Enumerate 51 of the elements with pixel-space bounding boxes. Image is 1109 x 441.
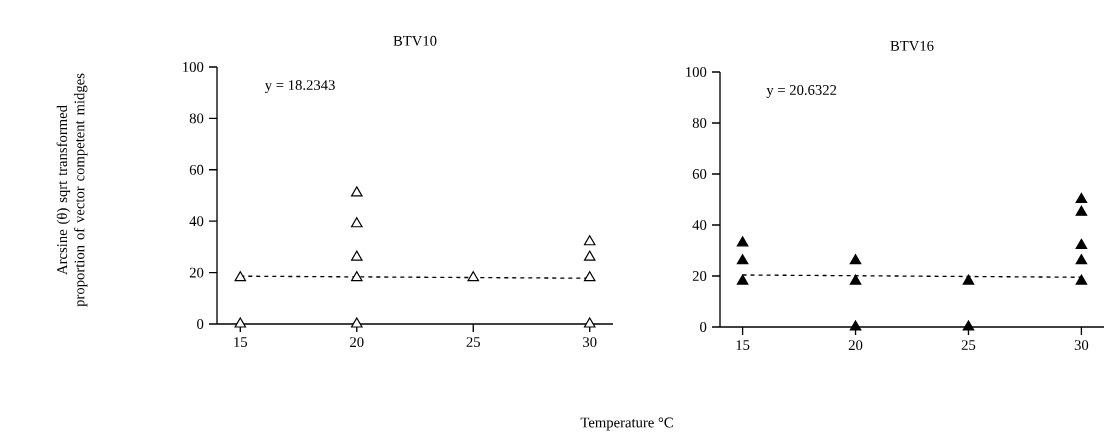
chart-title: BTV10 <box>393 35 437 46</box>
x-tick-label: 30 <box>1074 340 1089 351</box>
y-tick-label: 0 <box>197 319 204 329</box>
y-tick-label: 20 <box>189 267 204 278</box>
y-axis-title: Arcsine (θ) sqrt transformed proportion of vector competent midges <box>56 73 88 307</box>
y-tick-label: 100 <box>183 62 204 72</box>
point <box>849 254 862 265</box>
point <box>583 271 596 282</box>
point <box>849 320 862 331</box>
annotation: y = 18.2343 <box>264 80 335 94</box>
point <box>1075 205 1088 216</box>
y-tick-label: 80 <box>692 118 707 128</box>
y-tick-label: 60 <box>692 169 707 179</box>
point <box>467 271 480 282</box>
point <box>736 274 749 285</box>
point <box>1075 274 1088 285</box>
y-tick-label: 40 <box>189 216 204 227</box>
point <box>350 317 363 328</box>
point <box>736 236 749 247</box>
x-tick-label: 25 <box>961 340 976 350</box>
y-tick-label: 0 <box>700 322 707 332</box>
y-tick-label: 20 <box>692 271 707 281</box>
x-axis-title: Temperature °C <box>580 417 673 431</box>
point <box>583 317 596 328</box>
point <box>849 274 862 285</box>
point <box>1075 192 1088 204</box>
y-tick-label: 80 <box>189 113 204 124</box>
y-tick-label: 40 <box>692 220 707 230</box>
point <box>234 317 247 328</box>
y-tick-label: 60 <box>189 164 204 175</box>
x-tick-label: 15 <box>234 337 248 347</box>
x-tick-label: 20 <box>350 337 364 348</box>
point <box>350 217 363 228</box>
point <box>736 254 749 265</box>
x-tick-label: 30 <box>583 337 597 348</box>
point <box>962 274 975 285</box>
x-tick-label: 20 <box>848 340 863 351</box>
point <box>234 271 247 282</box>
point <box>962 320 975 331</box>
y-tick-label: 100 <box>686 67 707 77</box>
annotation: y = 20.6322 <box>766 85 837 98</box>
point <box>1075 238 1088 249</box>
point <box>350 186 363 197</box>
chart-title: BTV16 <box>890 40 934 51</box>
x-tick-label: 25 <box>466 337 480 347</box>
x-tick-label: 15 <box>736 340 750 350</box>
point <box>350 271 363 282</box>
point <box>1075 254 1088 265</box>
point <box>583 250 596 261</box>
point <box>350 250 363 261</box>
point <box>583 235 596 246</box>
